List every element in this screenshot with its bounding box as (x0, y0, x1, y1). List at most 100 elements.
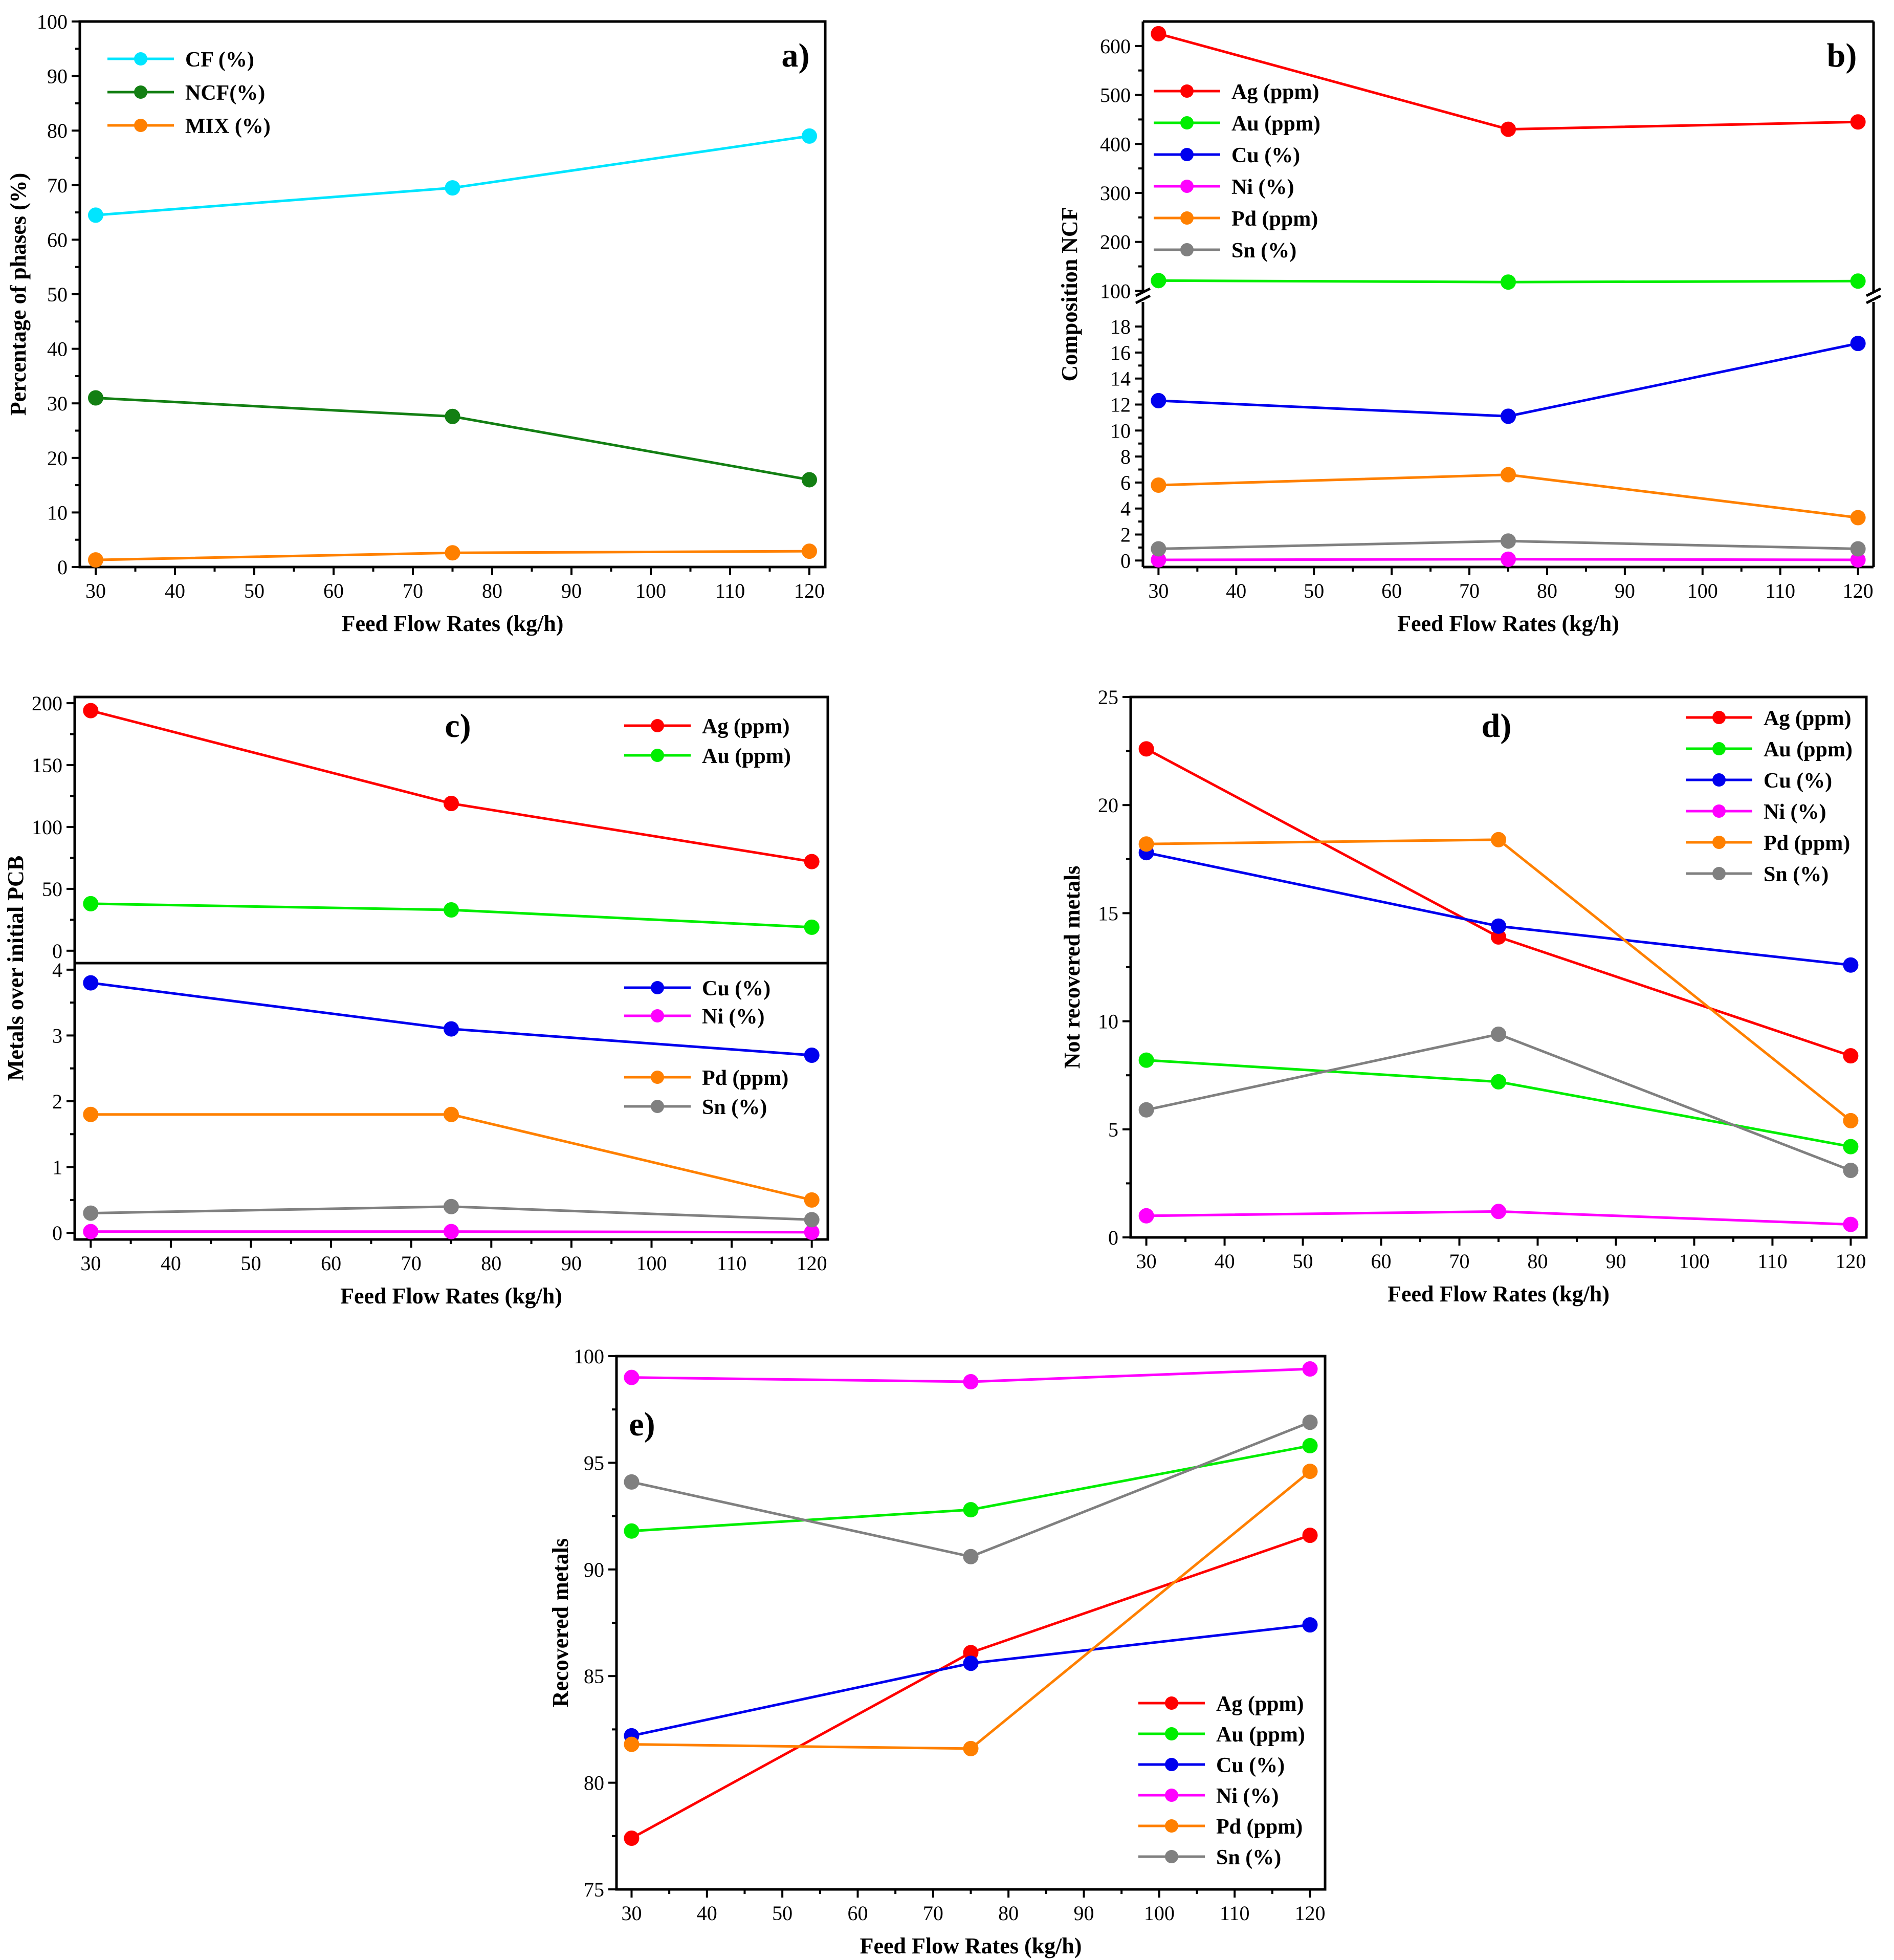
x-tick-label: 100 (1687, 579, 1718, 602)
x-tick-label: 120 (1843, 579, 1874, 602)
x-tick-label: 70 (923, 1902, 943, 1925)
y-tick-label: 100 (32, 816, 62, 839)
x-tick-label: 50 (772, 1902, 792, 1925)
y-axis-title: Recovered metals (548, 1538, 573, 1707)
legend-marker-au (1712, 742, 1726, 755)
x-tick-label: 40 (161, 1252, 181, 1275)
x-tick-label: 90 (1074, 1902, 1094, 1925)
legend-label-ncf: NCF(%) (185, 81, 265, 105)
legend-marker-au (1180, 116, 1194, 129)
series-line-sn (631, 1421, 1311, 1558)
data-point-ncf (88, 390, 103, 406)
x-tick-label: 40 (697, 1902, 717, 1925)
x-tick-label: 110 (715, 579, 745, 602)
data-point-pd (1843, 1113, 1859, 1128)
y-tick-label: 2 (1120, 524, 1131, 547)
series-line-au (631, 1444, 1310, 1533)
data-point-ni (1843, 1216, 1859, 1232)
x-tick-label: 60 (321, 1252, 341, 1275)
y-tick-label: 8 (1120, 445, 1131, 468)
data-point-au (1843, 1139, 1859, 1155)
y-tick-label: 20 (1098, 794, 1118, 817)
x-tick-label: 120 (1835, 1250, 1866, 1273)
data-point-ag (1138, 741, 1154, 757)
panel-label: b) (1827, 37, 1857, 74)
x-tick-label: 110 (1765, 579, 1795, 602)
y-tick-label: 95 (584, 1451, 604, 1474)
legend-marker-pd (1165, 1819, 1178, 1833)
data-point-pd (1138, 836, 1154, 852)
data-point-cu (1491, 918, 1506, 934)
legend-label-pd: Pd (ppm) (702, 1066, 788, 1090)
x-tick-label: 70 (1449, 1250, 1470, 1273)
data-point-ni (624, 1369, 640, 1385)
series-line-ag (631, 1534, 1311, 1840)
x-axis-title: Feed Flow Rates (kg/h) (1388, 1281, 1610, 1306)
x-tick-label: 40 (165, 579, 185, 602)
legend-label-mix: MIX (%) (185, 115, 271, 138)
data-point-ag (83, 703, 99, 718)
y-tick-label: 12 (1110, 394, 1131, 417)
x-tick-label: 70 (403, 579, 423, 602)
y-tick-label: 0 (52, 940, 62, 963)
y-tick-label: 15 (1098, 902, 1118, 925)
axis-break-mark (1135, 287, 1151, 297)
legend-label-ni: Ni (%) (1231, 176, 1294, 199)
x-tick-label: 80 (482, 579, 502, 602)
x-tick-label: 90 (1605, 1250, 1626, 1273)
legend-marker-cf (134, 52, 147, 66)
legend-label-au: Au (ppm) (1764, 738, 1853, 761)
data-point-pd (1491, 832, 1506, 847)
data-point-pd (83, 1106, 99, 1122)
x-axis-title: Feed Flow Rates (kg/h) (860, 1933, 1082, 1958)
series-line-cu (631, 1623, 1310, 1737)
legend-marker-ag (1712, 711, 1726, 724)
y-tick-label: 50 (47, 283, 68, 306)
data-point-sn (1138, 1102, 1154, 1118)
data-point-ncf (445, 408, 460, 424)
y-tick-label: 60 (47, 228, 68, 251)
legend-marker-mix (134, 119, 147, 132)
y-tick-label: 0 (57, 556, 68, 579)
y-tick-label: 70 (47, 174, 68, 197)
data-point-cu (1850, 336, 1866, 352)
legend-marker-au (1165, 1727, 1178, 1740)
y-tick-label: 200 (32, 692, 62, 715)
y-tick-label: 1 (52, 1156, 62, 1179)
y-tick-label: 100 (37, 10, 68, 33)
series-line-cu (1158, 342, 1859, 418)
legend-marker-cu (1180, 148, 1194, 161)
x-tick-label: 30 (1136, 1250, 1157, 1273)
data-point-cu (83, 975, 99, 991)
legend-label-pd: Pd (ppm) (1216, 1815, 1303, 1839)
y-tick-label: 75 (584, 1878, 604, 1901)
legend-label-pd: Pd (ppm) (1231, 207, 1318, 231)
data-point-ni (1501, 551, 1516, 567)
legend-marker-au (651, 749, 664, 762)
x-tick-label: 120 (797, 1252, 827, 1275)
legend-marker-cu (1165, 1758, 1178, 1771)
legend-marker-ni (1165, 1789, 1178, 1802)
panel-e-chart: 30 40 50 60 70 80 90 100 110 120 Feed Flow Rates (… (548, 1345, 1327, 1958)
data-point-sn (963, 1549, 979, 1564)
data-point-sn (1151, 541, 1166, 557)
data-point-pd (1151, 477, 1166, 493)
y-tick-label: 3 (52, 1024, 62, 1047)
data-point-ag (1501, 121, 1516, 137)
data-point-sn (444, 1199, 459, 1214)
x-axis-title: Feed Flow Rates (kg/h) (340, 1283, 562, 1309)
data-point-au (444, 902, 459, 918)
data-point-pd (804, 1192, 820, 1208)
x-tick-label: 100 (636, 1252, 667, 1275)
data-point-ncf (802, 472, 817, 488)
series-line-ag (1146, 748, 1852, 1057)
x-tick-label: 60 (847, 1902, 868, 1925)
legend-label-ag: Ag (ppm) (1764, 707, 1852, 730)
series-line-cu (1146, 851, 1851, 967)
x-tick-label: 100 (635, 579, 666, 602)
x-tick-label: 50 (1293, 1250, 1313, 1273)
legend-marker-cu (1712, 773, 1726, 787)
legend-label-ag: Ag (ppm) (1231, 80, 1319, 104)
data-point-cu (1151, 393, 1166, 408)
axis-break-mark (1865, 287, 1882, 297)
